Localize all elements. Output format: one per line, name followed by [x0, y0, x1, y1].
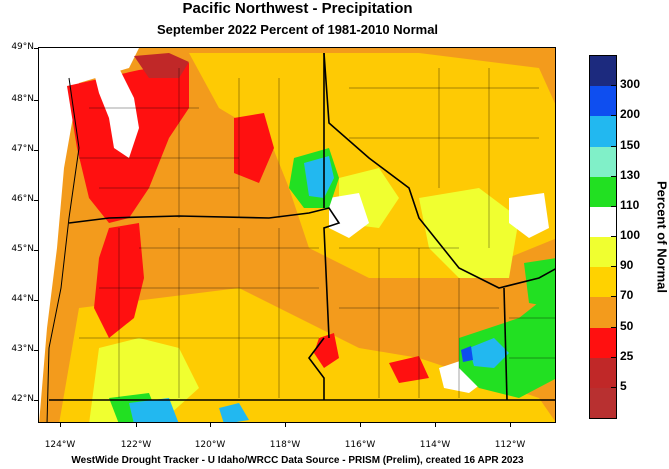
lon-tick: [435, 423, 436, 427]
lat-label-45: 45°N: [11, 244, 34, 254]
legend-tick: [611, 85, 617, 87]
legend-swatch: [590, 116, 616, 147]
lat-tick: [34, 300, 38, 301]
legend-label: 200: [620, 107, 641, 122]
precipitation-map: [38, 47, 556, 423]
footer-credit: WestWide Drought Tracker - U Idaho/WRCC …: [71, 455, 524, 466]
lon-label-112: 112°W: [494, 440, 526, 450]
lat-tick: [34, 350, 38, 351]
lat-label-46: 46°N: [11, 194, 34, 204]
legend-label: 150: [620, 137, 641, 152]
lat-label-48: 48°N: [11, 94, 34, 104]
map-title: Pacific Northwest - Precipitation: [182, 0, 413, 17]
legend-label: 90: [620, 258, 634, 273]
lat-label-49: 49°N: [11, 42, 34, 52]
lon-label-120: 120°W: [194, 440, 226, 450]
lat-label-43: 43°N: [11, 344, 34, 354]
map-subtitle: September 2022 Percent of 1981-2010 Norm…: [156, 22, 439, 37]
legend-label: 130: [620, 167, 641, 182]
lon-label-114: 114°W: [419, 440, 451, 450]
lat-tick: [34, 150, 38, 151]
legend-label: 50: [620, 318, 634, 333]
legend-tick: [611, 145, 617, 147]
lon-tick: [510, 423, 511, 427]
legend-swatch: [590, 206, 616, 238]
legend-tick: [611, 115, 617, 117]
lon-tick: [360, 423, 361, 427]
legend-label: 110: [620, 197, 640, 212]
legend-swatch: [590, 357, 616, 389]
legend-swatch: [590, 56, 616, 87]
legend-label: 5: [620, 378, 627, 393]
legend-swatch: [590, 237, 616, 268]
legend-label: 300: [620, 77, 641, 92]
lon-tick: [285, 423, 286, 427]
legend-tick: [611, 266, 617, 268]
legend-swatch: [590, 297, 616, 328]
lat-tick: [34, 200, 38, 201]
lat-tick: [34, 250, 38, 251]
lon-tick: [136, 423, 137, 427]
legend-tick: [611, 356, 617, 358]
lat-tick: [34, 48, 38, 49]
map-svg: [39, 48, 555, 422]
lon-label-122: 122°W: [120, 440, 152, 450]
legend-swatch: [590, 387, 616, 419]
legend-swatch: [590, 176, 616, 208]
legend-swatch: [590, 267, 616, 298]
color-legend: [589, 55, 617, 419]
legend-tick: [611, 205, 617, 207]
legend-swatch: [590, 327, 616, 359]
lon-label-124: 124°W: [44, 440, 76, 450]
lon-tick: [210, 423, 211, 427]
legend-tick: [611, 236, 617, 237]
lon-tick: [60, 423, 61, 427]
lon-label-116: 116°W: [344, 440, 376, 450]
lat-tick: [34, 100, 38, 101]
legend-tick: [611, 326, 617, 328]
legend-label: 70: [620, 288, 634, 303]
lat-label-44: 44°N: [11, 294, 34, 304]
legend-swatch: [590, 146, 616, 178]
lat-label-47: 47°N: [11, 144, 34, 154]
legend-label: 100: [620, 228, 641, 242]
lat-tick: [34, 400, 38, 401]
legend-tick: [611, 386, 617, 388]
legend-tick: [611, 296, 617, 298]
legend-swatch: [590, 86, 616, 117]
legend-label: 25: [620, 348, 634, 363]
lon-label-118: 118°W: [269, 440, 301, 450]
legend-title: Percent of Normal: [654, 181, 669, 293]
legend-tick: [611, 175, 617, 177]
lat-label-42: 42°N: [11, 394, 34, 404]
